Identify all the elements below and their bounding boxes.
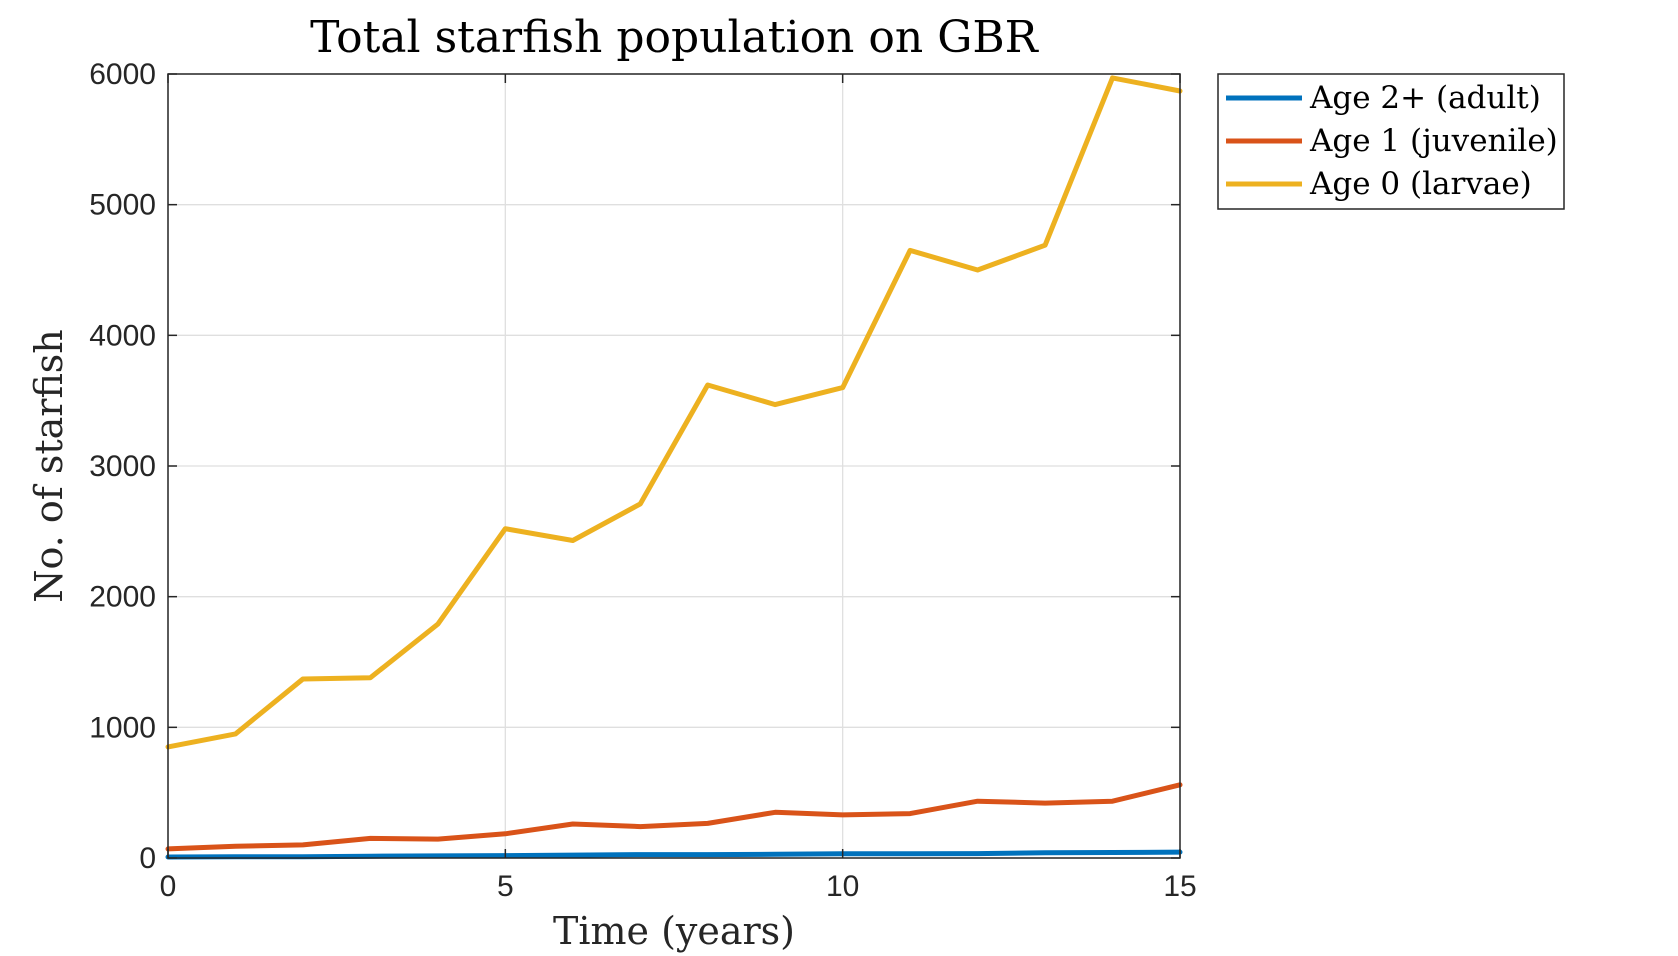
x-tick-label: 0 (160, 870, 177, 903)
y-tick-label: 5000 (89, 189, 156, 222)
series-line-2 (165, 782, 1183, 852)
x-axis-ticks: 0 5 10 15 (160, 74, 1197, 903)
legend-entry-label: Age 0 (larvae) (1309, 166, 1532, 202)
legend: Age 2+ (adult) Age 1 (juvenile) Age 0 (lar… (1217, 73, 1565, 210)
y-tick-label: 4000 (89, 319, 156, 352)
legend-entry-label: Age 1 (juvenile) (1309, 123, 1558, 159)
series-lines (165, 75, 1183, 860)
y-axis-ticks: 0 1000 2000 3000 4000 5000 6000 (89, 58, 1180, 875)
y-tick-label: 6000 (89, 58, 156, 91)
x-tick-label: 5 (497, 870, 514, 903)
x-axis-label: Time (years) (553, 909, 795, 953)
x-tick-label: 10 (826, 870, 859, 903)
chart-title: Total starfish population on GBR (310, 12, 1040, 63)
y-axis-label: No. of starfish (27, 329, 71, 603)
series-line-3 (165, 75, 1183, 750)
y-tick-label: 2000 (89, 581, 156, 614)
y-tick-label: 3000 (89, 450, 156, 483)
grid-lines (167, 73, 1181, 859)
series-line-1 (165, 849, 1183, 860)
y-tick-label: 0 (139, 842, 156, 875)
y-tick-label: 1000 (89, 711, 156, 744)
legend-entry-label: Age 2+ (adult) (1309, 80, 1541, 116)
x-tick-label: 15 (1163, 870, 1196, 903)
